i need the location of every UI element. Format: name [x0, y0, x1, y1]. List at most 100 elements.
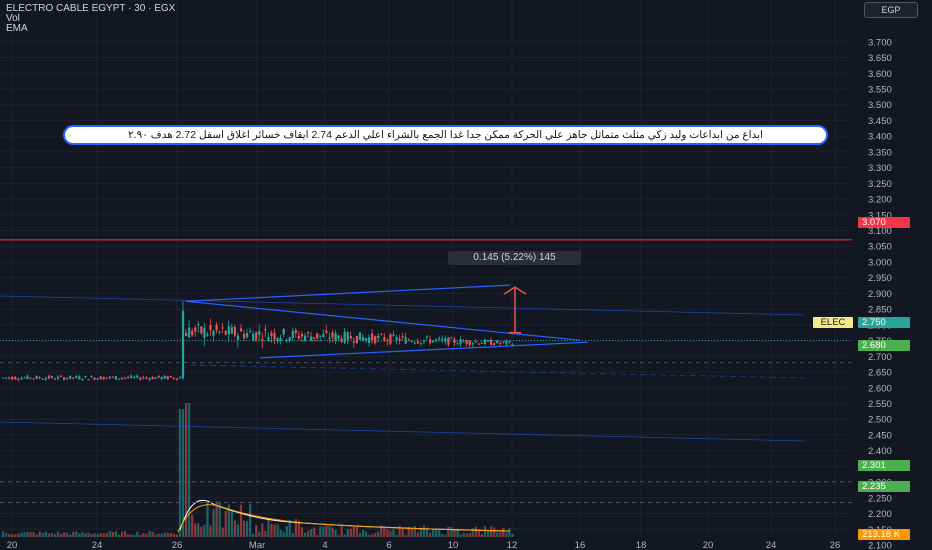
- candle-body: [93, 377, 96, 380]
- volume-bar: [114, 531, 118, 537]
- volume-bar: [163, 532, 166, 537]
- volume-bar: [120, 531, 124, 537]
- volume-bar: [389, 530, 392, 537]
- volume-bar: [425, 527, 429, 537]
- volume-bar: [398, 525, 401, 537]
- symbol-tag: ELEC: [813, 317, 853, 328]
- candle-body: [139, 377, 142, 380]
- candle-body: [218, 331, 221, 333]
- volume-bar: [307, 530, 310, 537]
- volume-bar: [221, 527, 224, 537]
- volume-bar: [273, 524, 276, 537]
- volume-bar: [459, 534, 462, 537]
- volume-bar: [105, 533, 108, 537]
- volume-bar: [328, 526, 331, 537]
- volume-bar: [8, 533, 11, 537]
- measure-label[interactable]: 0.145 (5.22%) 145: [448, 251, 581, 265]
- candle-body: [508, 341, 511, 343]
- volume-bar: [474, 526, 477, 537]
- candle-body: [212, 330, 215, 336]
- candle-body: [468, 340, 471, 346]
- ema-lines: [177, 499, 511, 533]
- volume-bar: [166, 532, 169, 537]
- volume-bar: [368, 534, 371, 537]
- candle-body: [316, 333, 319, 339]
- candle-body: [413, 342, 416, 344]
- candle-body: [50, 376, 53, 378]
- volume-bar: [50, 532, 53, 537]
- candle-body: [346, 332, 349, 341]
- volume-bar: [258, 531, 261, 537]
- annotation-note[interactable]: ابداع من ابداعات وليد زكي مثلث متماثل جا…: [63, 125, 828, 145]
- volume-bar: [334, 529, 337, 537]
- time-axis: 20 24 26 Mar 4 6 10 12 16 18 20 24 26: [0, 537, 852, 550]
- vol-indicator-label[interactable]: Vol: [6, 13, 20, 24]
- volume-bar: [355, 525, 358, 537]
- candle-body: [166, 376, 169, 380]
- candle-body: [368, 337, 371, 343]
- candle-body: [398, 338, 401, 342]
- price-axis: 3.700 3.650 3.600 3.550 3.500 3.450 3.400 3.350…: [852, 0, 932, 550]
- volume-bar: [99, 533, 102, 537]
- volume-bar: [26, 531, 29, 537]
- price-tick: 2.250: [868, 493, 892, 504]
- volume-bar: [145, 533, 148, 537]
- candle-body: [227, 326, 230, 335]
- candle-body: [297, 335, 301, 339]
- candle-body: [169, 375, 172, 378]
- time-tick: 24: [92, 540, 103, 550]
- candle-body: [87, 379, 90, 381]
- candle-body: [194, 327, 197, 332]
- price-tick: 2.950: [868, 273, 892, 284]
- candle-body: [392, 334, 395, 336]
- candle-body: [203, 328, 206, 338]
- price-tick: 3.050: [868, 242, 892, 253]
- ema-indicator-label[interactable]: EMA: [6, 23, 28, 34]
- long-trendline-upper: [0, 295, 806, 316]
- candle-body: [75, 376, 78, 378]
- volume-bar: [20, 532, 23, 537]
- candle-body: [258, 331, 261, 335]
- volume-bar: [361, 529, 365, 537]
- volume-bar: [395, 534, 398, 537]
- candle-body: [386, 339, 389, 342]
- candle-body: [313, 337, 316, 339]
- candle-body: [435, 339, 438, 341]
- long-trendline-middle: [189, 364, 806, 379]
- volume-bar: [508, 528, 511, 537]
- candle-body: [151, 376, 154, 380]
- candle-body: [490, 339, 493, 346]
- volume-bar: [212, 509, 215, 537]
- candle-body: [404, 336, 407, 344]
- volume-bar: [441, 534, 444, 537]
- price-tick: 2.400: [868, 446, 892, 457]
- candle-body: [252, 333, 255, 342]
- volume-bar: [117, 534, 121, 537]
- candle-body: [239, 328, 243, 332]
- candle-body: [17, 379, 20, 381]
- candle-body: [282, 328, 285, 335]
- volume-bar: [242, 520, 246, 537]
- volume-bar: [456, 529, 459, 537]
- drawings: [185, 284, 589, 359]
- volume-bar: [239, 504, 243, 537]
- candle-body: [480, 342, 484, 344]
- currency-badge[interactable]: EGP: [864, 2, 918, 18]
- volume-bar: [127, 534, 130, 537]
- price-tick: 3.300: [868, 163, 892, 174]
- candle-body: [23, 377, 26, 379]
- price-tick: 2.600: [868, 383, 892, 394]
- volume-bar: [477, 529, 480, 537]
- price-tick: 3.350: [868, 147, 892, 158]
- time-tick: 26: [830, 540, 841, 550]
- volume-bar: [133, 534, 136, 537]
- candle-body: [322, 333, 325, 338]
- candle-body: [343, 331, 346, 343]
- candle-body: [78, 376, 81, 380]
- volume-bar: [14, 534, 17, 537]
- volume-bar: [435, 529, 438, 537]
- volume-bar: [206, 502, 209, 537]
- candle-body: [486, 340, 490, 342]
- volume-bar: [392, 529, 395, 537]
